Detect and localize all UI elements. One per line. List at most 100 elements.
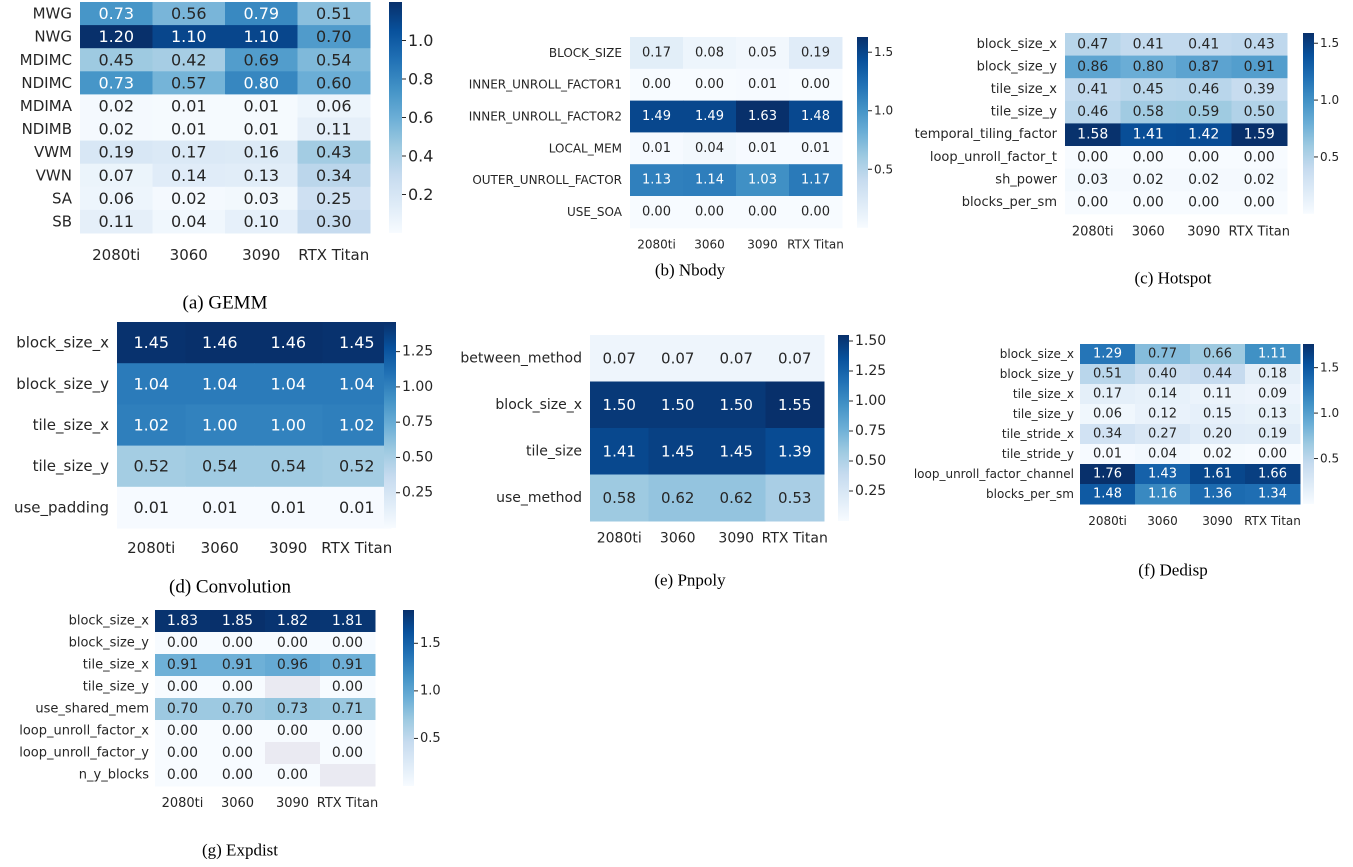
heatmap-cell [1245,344,1301,365]
heatmap-cell [152,186,226,211]
panel-caption: (f) Dedisp [1138,561,1207,580]
row-label: loop_unroll_factor_y [19,746,149,761]
heatmap-cell [297,94,371,118]
heatmap-cell [254,486,323,529]
heatmap-cell [648,335,708,382]
cell-value-label: 0.00 [222,767,253,783]
cell-value-label: 0.58 [603,489,636,507]
heatmap-cell [1231,191,1288,215]
heatmap-cell [1135,344,1191,365]
panel-caption: (e) Pnpoly [654,571,726,590]
cell-value-label: 0.12 [1148,407,1177,422]
colorbar-tick-label: 1.0 [408,31,433,50]
heatmap-cell [1190,424,1246,445]
cell-value-label: 0.01 [202,498,238,517]
heatmap-cell [1135,364,1191,385]
column-label: RTX Titan [1228,225,1290,240]
heatmap-cell [1190,484,1246,505]
row-label: sh_power [995,172,1057,187]
heatmap-cell [1245,464,1301,485]
cell-value-label: 1.10 [243,27,279,46]
cell-value-label: 0.13 [243,166,279,185]
heatmap-cell [225,209,298,234]
cell-value-label: 0.04 [1148,447,1177,462]
heatmap-cell [152,94,226,118]
cell-value-label: 0.91 [1244,59,1275,75]
heatmap-cell [297,117,371,142]
heatmap-cell [789,132,843,165]
cell-value-label: 0.51 [316,4,352,23]
heatmap-cell [1065,55,1121,79]
heatmap-cell [1135,484,1191,505]
cell-value-label: 1.48 [801,109,830,124]
cell-value-label: 1.04 [202,374,238,393]
colorbar-tick-label: 0.8 [408,70,433,89]
row-label: loop_unroll_factor_channel [914,467,1074,481]
column-label: 3090 [747,238,778,252]
colorbar-tick-label: 1.0 [420,683,441,698]
heatmap-cell [254,363,323,405]
heatmap-cell [297,2,371,26]
panel-caption: (b) Nbody [655,261,726,280]
cell-value-label: 1.81 [332,613,363,629]
heatmap-cell [590,335,649,382]
heatmap-cell [707,428,766,475]
heatmap-cell [225,94,298,118]
colorbar [838,335,849,521]
heatmap-cell [765,381,825,429]
heatmap-cell [1120,191,1177,215]
heatmap-cell [152,117,226,142]
colorbar-tick-label: 0.5 [420,731,441,746]
cell-value-label: 0.10 [243,212,279,231]
cell-value-label: 0.66 [1203,347,1232,362]
cell-value-label: 1.16 [1148,487,1177,502]
heatmap-cell [648,474,708,522]
column-label: 2080ti [637,238,676,252]
cell-value-label: 0.57 [171,73,207,92]
heatmap-cell [297,48,371,72]
cell-value-label: 0.54 [202,457,238,476]
cell-value-label: 0.00 [1244,195,1275,211]
cell-value-label: 0.07 [603,349,636,367]
heatmap-cell [1245,404,1301,425]
row-label: block_size_x [16,334,109,353]
heatmap-cell-missing [320,764,376,787]
heatmap-cell [322,486,392,529]
row-label: tile_size [526,443,582,459]
heatmap-cell [1065,146,1121,170]
row-label: INNER_UNROLL_FACTOR2 [469,110,622,124]
cell-value-label: 1.17 [801,173,830,188]
colorbar [1303,33,1314,214]
cell-value-label: 0.07 [661,349,694,367]
cell-value-label: 0.45 [98,50,134,69]
heatmap-panel: 1.45 1.46 1.46 1.45 1.04 1.04 1.04 1.04 1.02 1.00… [14,322,433,598]
heatmap-cell-missing [265,742,321,765]
cell-value-label: 1.20 [98,27,134,46]
row-label: tile_stride_y [1002,447,1074,461]
cell-value-label: 0.70 [167,701,198,717]
heatmap-cell [225,140,298,165]
heatmap-panel: 1.29 0.77 0.66 1.11 0.51 0.40 0.44 0.18 0.17 0.14… [914,344,1339,580]
cell-value-label: 0.00 [1244,149,1275,165]
row-label: OUTER_UNROLL_FACTOR [472,173,622,187]
heatmap-cell [297,186,371,211]
row-label: tile_size_y [83,680,150,695]
cell-value-label: 1.58 [1077,127,1108,143]
heatmap-cell [1231,33,1288,57]
heatmap-cell-missing [265,676,321,699]
heatmap-cell [736,132,790,165]
cell-value-label: 0.00 [332,679,363,695]
cell-value-label: 0.73 [98,73,134,92]
row-label: VWM [34,143,72,161]
column-label: RTX Titan [762,531,828,547]
cell-value-label: 0.41 [1188,36,1219,52]
heatmap-cell [1120,55,1177,79]
column-label: 2080ti [92,246,140,264]
heatmap-cell [1065,33,1121,57]
cell-value-label: 0.58 [1133,104,1164,120]
cell-value-label: 1.10 [171,27,207,46]
column-label: RTX Titan [298,246,369,264]
cell-value-label: 0.00 [222,723,253,739]
heatmap-cell [1080,384,1136,405]
cell-value-label: 0.00 [1133,149,1164,165]
